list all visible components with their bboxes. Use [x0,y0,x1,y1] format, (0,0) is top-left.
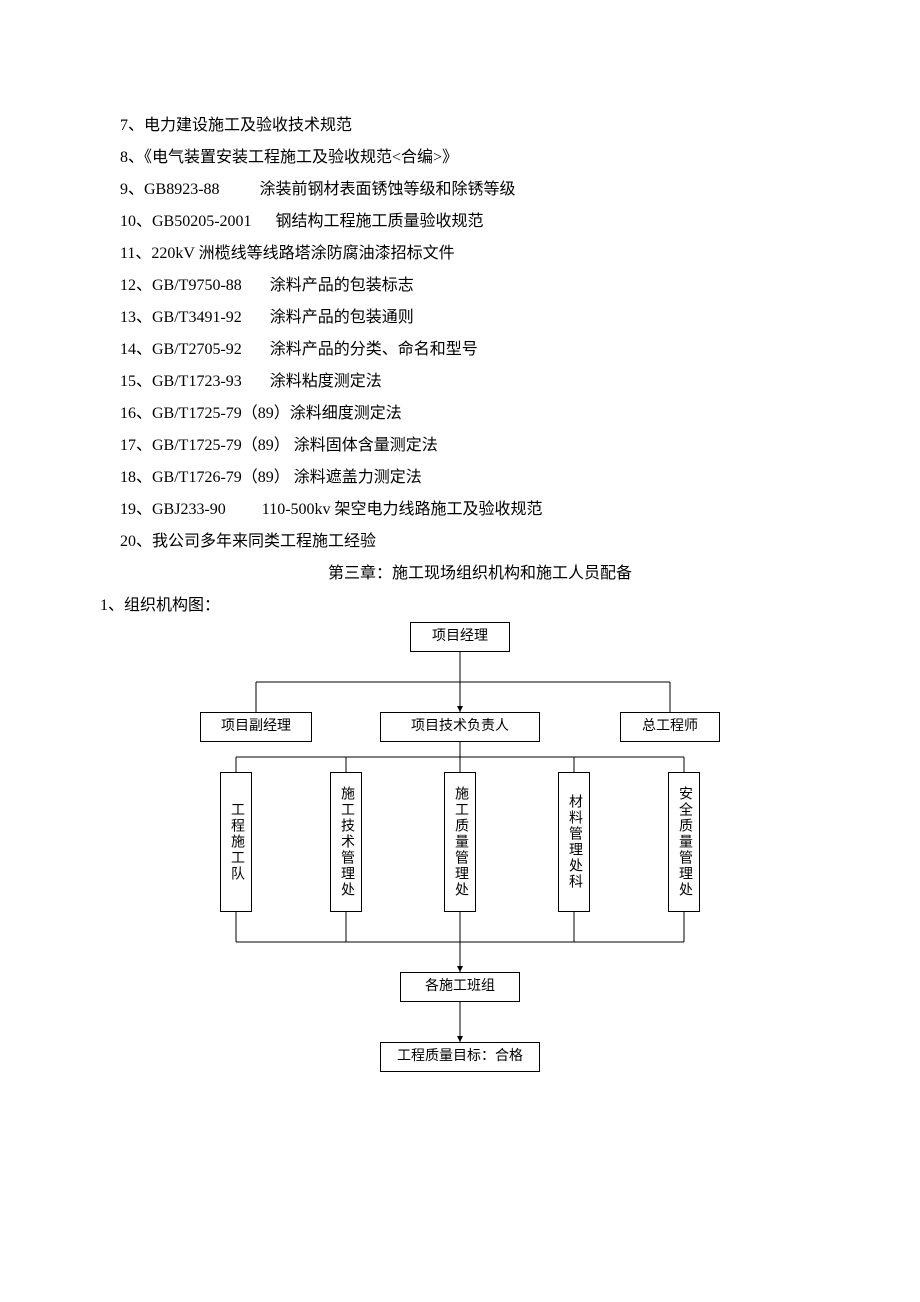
node-dept-tech-mgmt: 施工技术管理处 [330,772,362,912]
document-page: 7、电力建设施工及验收技术规范 8、《电气装置安装工程施工及验收规范<合编>》 … [0,0,920,1302]
list-item: 12、GB/T9750-88 涂料产品的包装标志 [120,270,800,302]
chapter-title: 第三章：施工现场组织机构和施工人员配备 [160,558,800,590]
list-item: 8、《电气装置安装工程施工及验收规范<合编>》 [120,142,800,174]
list-item: 15、GB/T1723-93 涂料粘度测定法 [120,366,800,398]
node-deputy-manager: 项目副经理 [200,712,312,742]
list-item: 20、我公司多年来同类工程施工经验 [120,526,800,558]
node-tech-lead: 项目技术负责人 [380,712,540,742]
list-item: 18、GB/T1726-79（89） 涂料遮盖力测定法 [120,462,800,494]
node-quality-goal: 工程质量目标：合格 [380,1042,540,1072]
node-chief-engineer: 总工程师 [620,712,720,742]
node-project-manager: 项目经理 [410,622,510,652]
list-item: 16、GB/T1725-79（89）涂料细度测定法 [120,398,800,430]
list-item: 10、GB50205-2001 钢结构工程施工质量验收规范 [120,206,800,238]
list-item: 7、电力建设施工及验收技术规范 [120,110,800,142]
list-item: 11、220kV 洲榄线等线路塔涂防腐油漆招标文件 [120,238,800,270]
node-work-teams: 各施工班组 [400,972,520,1002]
list-item: 9、GB8923-88 涂装前钢材表面锈蚀等级和除锈等级 [120,174,800,206]
list-item: 14、GB/T2705-92 涂料产品的分类、命名和型号 [120,334,800,366]
list-item: 17、GB/T1725-79（89） 涂料固体含量测定法 [120,430,800,462]
node-dept-materials: 材料管理处科 [558,772,590,912]
section-heading: 1、组织机构图： [100,590,800,622]
node-dept-safety: 安全质量管理处 [668,772,700,912]
node-dept-construction: 工程施工队 [220,772,252,912]
org-chart: 项目经理 项目副经理 项目技术负责人 总工程师 工程施工队 施工技术管理处 施工… [160,622,760,1102]
standards-list: 7、电力建设施工及验收技术规范 8、《电气装置安装工程施工及验收规范<合编>》 … [120,110,800,558]
node-dept-quality-mgmt: 施工质量管理处 [444,772,476,912]
list-item: 19、GBJ233-90 110-500kv 架空电力线路施工及验收规范 [120,494,800,526]
list-item: 13、GB/T3491-92 涂料产品的包装通则 [120,302,800,334]
